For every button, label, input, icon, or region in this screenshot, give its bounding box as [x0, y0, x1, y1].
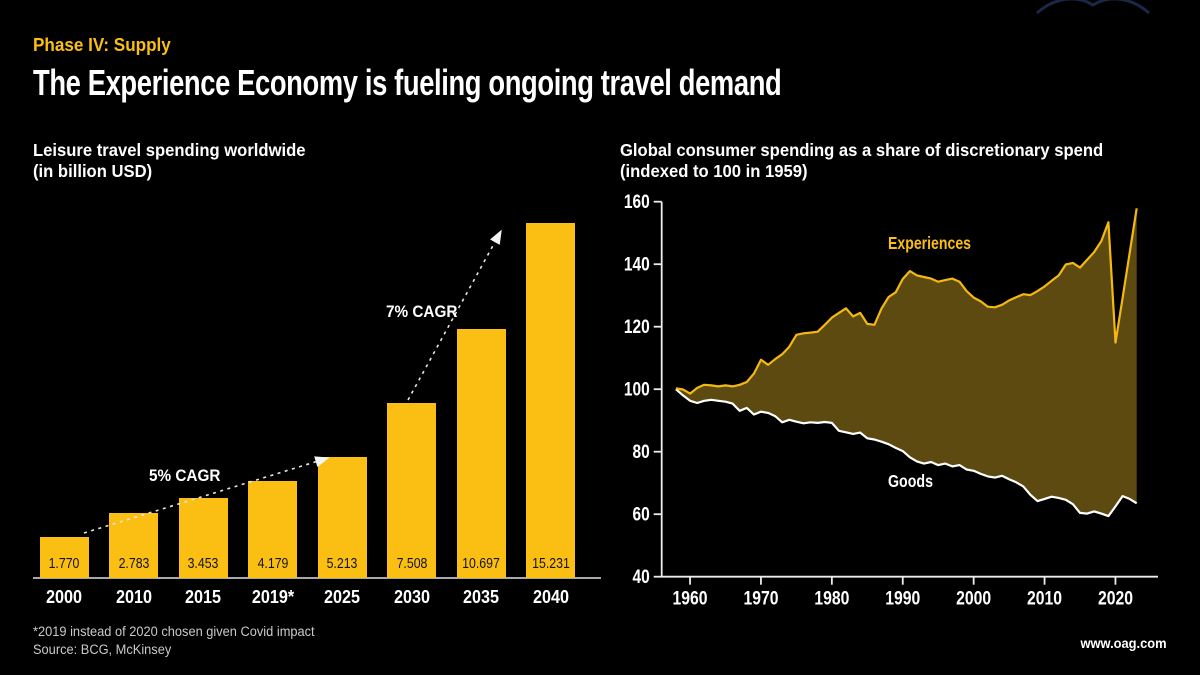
right-chart-subtitle: (indexed to 100 in 1959)	[620, 161, 808, 181]
bar-year-label: 2019*	[251, 587, 294, 607]
bar-2030	[387, 403, 437, 578]
left-chart-title: Leisure travel spending worldwide	[33, 140, 306, 160]
footnote: *2019 instead of 2020 chosen given Covid…	[33, 623, 315, 658]
bar-2025	[317, 456, 367, 578]
axes	[660, 201, 1158, 578]
cagr-arrow-5pct	[83, 456, 330, 534]
bar-value-label: 15.231	[531, 556, 570, 572]
bar-year-label: 2040	[532, 587, 569, 607]
experiences-goods-gap-area	[675, 208, 1137, 517]
y-axis-tick-label: 160	[624, 192, 650, 213]
y-axis-tick-label: 80	[633, 442, 650, 463]
y-axis-tick-label: 140	[624, 255, 650, 276]
bar-2019*	[248, 480, 298, 578]
cagr-label-7pct: 7% CAGR	[386, 302, 458, 321]
goods-line	[675, 388, 1138, 518]
leisure-spending-bar-chart: 1.770 2000 2.783 2010 3.453 2015 4.179 2019* 5.2…	[33, 223, 601, 607]
bar-year-label: 2035	[463, 587, 500, 607]
bar-value-label: 4.179	[257, 556, 289, 572]
oag-logo-arc-path	[1036, 0, 1150, 15]
right-chart-title: Global consumer spending as a share of d…	[620, 140, 1104, 160]
y-axis-tick-label: 100	[624, 380, 650, 401]
x-axis-tick-label: 1970	[743, 589, 778, 610]
bar-2035	[456, 328, 506, 578]
oag-logo-mark	[1036, 0, 1150, 15]
experiences-line	[675, 208, 1138, 395]
cagr-arrow-7pct	[407, 229, 502, 401]
x-axis-tick-label: 2000	[956, 589, 991, 610]
page-title: The Experience Economy is fueling ongoin…	[33, 62, 782, 103]
bar-2040	[526, 223, 576, 578]
bar-value-label: 2.783	[118, 556, 149, 572]
bar-year-label: 2010	[115, 587, 152, 607]
kicker: Phase IV: Supply	[33, 35, 171, 55]
x-axis-tick-label: 2020	[1098, 589, 1133, 610]
left-chart-subtitle: (in billion USD)	[33, 161, 153, 181]
y-axis-tick-label: 60	[633, 505, 650, 526]
bar-chart-baseline	[33, 577, 601, 579]
experiences-series-label: Experiences	[888, 233, 971, 253]
x-axis-tick-label: 1990	[885, 589, 920, 610]
footnote-line2: Source: BCG, McKinsey	[33, 641, 172, 657]
x-axis-tick-label: 1960	[673, 589, 708, 610]
bar-value-label: 10.697	[462, 556, 501, 572]
bar-2015	[178, 497, 228, 578]
bar-value-label: 1.770	[48, 556, 80, 572]
x-axis-tick-label: 2010	[1027, 589, 1062, 610]
bar-year-label: 2030	[393, 587, 430, 607]
right-chart-header: Global consumer spending as a share of d…	[620, 140, 1103, 182]
bar-value-label: 7.508	[396, 556, 428, 572]
y-axis-tick-label: 120	[624, 317, 650, 338]
x-axis-tick-label: 1980	[814, 589, 849, 610]
left-chart-header: Leisure travel spending worldwide (in bi…	[33, 140, 306, 182]
website-url: www.oag.com	[1080, 635, 1167, 651]
bar-year-label: 2015	[185, 587, 222, 607]
y-axis-tick-label: 40	[633, 567, 650, 588]
bar-value-label: 3.453	[187, 556, 219, 572]
footnote-line1: *2019 instead of 2020 chosen given Covid…	[33, 624, 315, 639]
bar-value-label: 5.213	[326, 556, 358, 572]
bar-2000	[39, 536, 89, 578]
cagr-label-5pct: 5% CAGR	[149, 466, 221, 485]
bar-year-label: 2000	[45, 587, 83, 607]
goods-series-label: Goods	[888, 471, 933, 491]
bar-year-label: 2025	[324, 587, 361, 607]
experience-goods-area-chart: 40 60 80 100 120 140 160 1960 1970 1980 1990 2000 20…	[624, 192, 1158, 610]
bar-2010	[109, 513, 159, 578]
